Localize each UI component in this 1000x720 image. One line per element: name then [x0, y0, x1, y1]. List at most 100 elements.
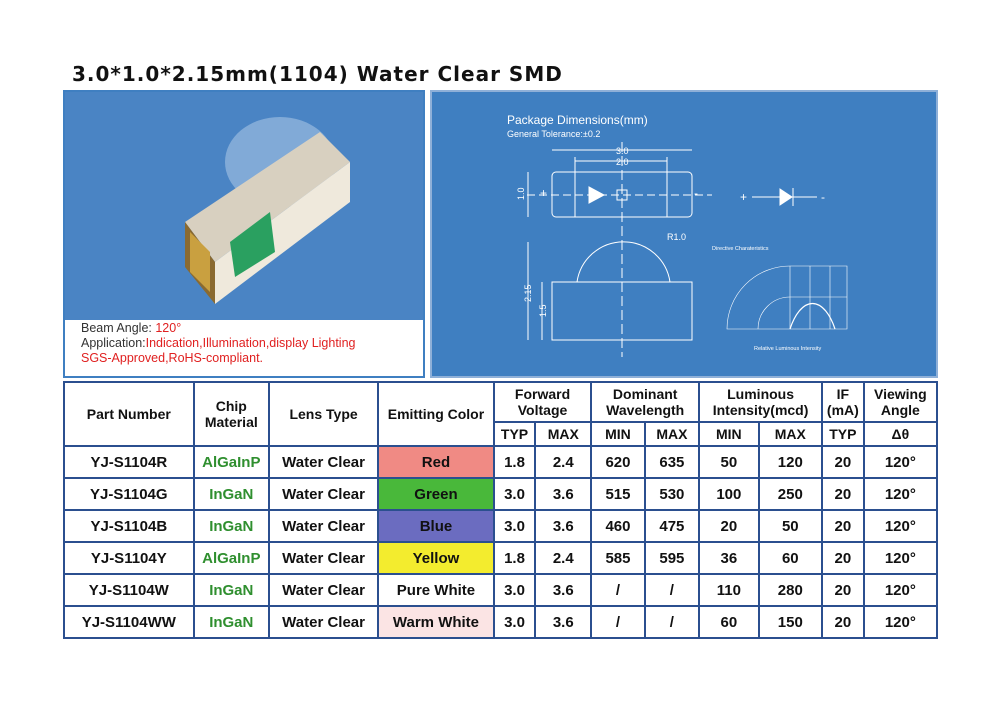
spec-value: 120° — [862, 445, 939, 479]
dim-1-0: 1.0 — [516, 187, 526, 200]
subheader: MIN — [590, 421, 646, 447]
spec-value: 1.8 — [492, 541, 537, 575]
dim-1-5: 1.5 — [538, 304, 548, 317]
directive-xlabel: Relative Luminous Intensity — [754, 346, 822, 352]
product-photo-panel: Beam Angle: 120° Application:Indication,… — [63, 90, 425, 378]
lens-type: Water Clear — [267, 605, 380, 639]
spec-value: 3.0 — [492, 477, 537, 511]
subheader: TYP — [821, 421, 865, 447]
header-chip: Chip Material — [192, 381, 270, 447]
header-viewing-angle: Viewing Angle — [862, 381, 939, 423]
spec-value: 120 — [757, 445, 824, 479]
lens-type: Water Clear — [267, 541, 380, 575]
table-row: YJ-S1104Y AlGaInP Water Clear Yellow 1.8 2.4 5… — [63, 541, 939, 575]
spec-value: 20 — [821, 605, 865, 639]
anode-mark: + — [540, 186, 547, 200]
emitting-color: Green — [377, 477, 495, 511]
spec-value: / — [643, 573, 701, 607]
dim-2-15: 2.15 — [523, 284, 533, 302]
spec-value: 530 — [643, 477, 701, 511]
chip-material: InGaN — [192, 573, 270, 607]
application: Application:Indication,Illumination,disp… — [81, 336, 355, 350]
chip-material: InGaN — [192, 477, 270, 511]
spec-value: 20 — [821, 477, 865, 511]
emitting-color: Blue — [377, 509, 495, 543]
part-number: YJ-S1104G — [63, 477, 195, 511]
part-number: YJ-S1104WW — [63, 605, 195, 639]
chip-material: AlGaInP — [192, 445, 270, 479]
lens-type: Water Clear — [267, 445, 380, 479]
beam-value: 120° — [155, 321, 182, 335]
spec-value: 50 — [698, 445, 760, 479]
subheader: MAX — [534, 421, 593, 447]
chip-material: InGaN — [192, 509, 270, 543]
diode-symbol: + - — [740, 188, 825, 206]
header-wavelength: Dominant Wavelength — [590, 381, 701, 423]
specs-table: Part Number Chip Material Lens Type Emit… — [63, 381, 939, 639]
emitting-color: Pure White — [377, 573, 495, 607]
spec-value: 3.0 — [492, 605, 537, 639]
spec-value: 620 — [590, 445, 646, 479]
emitting-color: Yellow — [377, 541, 495, 575]
cathode-mark: - — [694, 186, 698, 200]
chip-material: AlGaInP — [192, 541, 270, 575]
subheader: Δθ — [862, 421, 939, 447]
app-value: Indication,Illumination,display Lighting — [145, 336, 356, 350]
table-row: YJ-S1104WW InGaN Water Clear Warm White 3.0 3… — [63, 605, 939, 639]
spec-value: 2.4 — [534, 445, 593, 479]
part-number: YJ-S1104W — [63, 573, 195, 607]
spec-value: 20 — [821, 573, 865, 607]
spec-value: 110 — [698, 573, 760, 607]
spec-value: 120° — [862, 477, 939, 511]
spec-value: 2.4 — [534, 541, 593, 575]
spec-value: 595 — [643, 541, 701, 575]
emitting-color: Red — [377, 445, 495, 479]
beam-label: Beam Angle: — [81, 321, 156, 335]
spec-value: 3.6 — [534, 605, 593, 639]
subheader: MAX — [643, 421, 701, 447]
directive-chart — [726, 265, 848, 330]
spec-value: 100 — [698, 477, 760, 511]
subheader: MAX — [757, 421, 824, 447]
subheader: TYP — [492, 421, 537, 447]
spec-value: 475 — [643, 509, 701, 543]
table-row: YJ-S1104B InGaN Water Clear Blue 3.0 3.6 460 47… — [63, 509, 939, 543]
spec-value: 635 — [643, 445, 701, 479]
part-number: YJ-S1104B — [63, 509, 195, 543]
part-number: YJ-S1104Y — [63, 541, 195, 575]
spec-value: / — [590, 573, 646, 607]
spec-value: 120° — [862, 573, 939, 607]
header-lens: Lens Type — [267, 381, 380, 447]
certification: SGS-Approved,RoHS-compliant. — [81, 351, 264, 365]
spec-value: 3.6 — [534, 573, 593, 607]
spec-value: 36 — [698, 541, 760, 575]
led-photo — [65, 92, 423, 320]
lens-type: Water Clear — [267, 573, 380, 607]
spec-value: 120° — [862, 605, 939, 639]
spec-value: 1.8 — [492, 445, 537, 479]
directive-title: Directive Charateristics — [712, 246, 769, 252]
diagram-title: Package Dimensions(mm) — [507, 113, 648, 127]
spec-value: / — [590, 605, 646, 639]
part-number: YJ-S1104R — [63, 445, 195, 479]
chip-material: InGaN — [192, 605, 270, 639]
spec-value: 3.6 — [534, 477, 593, 511]
header-forward-voltage: Forward Voltage — [492, 381, 593, 423]
app-label: Application: — [81, 336, 146, 350]
spec-value: 150 — [757, 605, 824, 639]
page-title: 3.0*1.0*2.15mm(1104) Water Clear SMD — [72, 62, 563, 86]
radius-label: R1.0 — [667, 232, 686, 242]
spec-value: / — [643, 605, 701, 639]
spec-value: 515 — [590, 477, 646, 511]
spec-value: 20 — [821, 445, 865, 479]
spec-value: 3.6 — [534, 509, 593, 543]
header-color: Emitting Color — [377, 381, 495, 447]
emitting-color: Warm White — [377, 605, 495, 639]
spec-value: 250 — [757, 477, 824, 511]
table-row: YJ-S1104R AlGaInP Water Clear Red 1.8 2.4 620 6… — [63, 445, 939, 479]
spec-value: 60 — [757, 541, 824, 575]
package-dimensions-panel: Package Dimensions(mm) General Tolerance… — [430, 90, 938, 378]
spec-value: 20 — [698, 509, 760, 543]
spec-value: 585 — [590, 541, 646, 575]
lens-type: Water Clear — [267, 509, 380, 543]
